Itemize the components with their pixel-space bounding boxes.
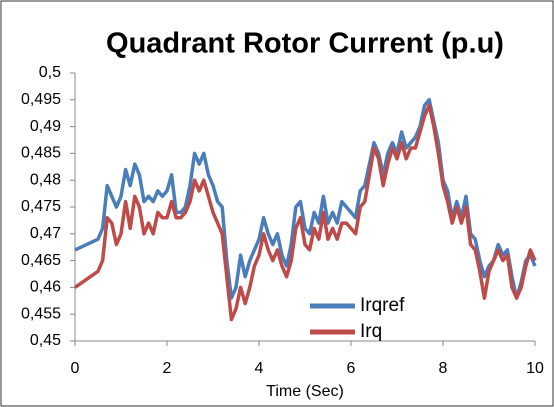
x-tick-label: 6 <box>347 360 356 377</box>
y-tick-label: 0,45 <box>30 332 61 349</box>
x-tick-label: 8 <box>439 360 448 377</box>
y-tick-label: 0,485 <box>21 145 61 162</box>
chart-title: Quadrant Rotor Current (p.u) <box>106 28 504 60</box>
legend-label: Irqref <box>360 295 405 316</box>
y-tick-label: 0,455 <box>21 305 61 322</box>
y-tick-label: 0,465 <box>21 252 61 269</box>
series-line <box>73 103 537 322</box>
y-tick-label: 0,475 <box>21 198 61 215</box>
x-tick-label: 4 <box>255 360 264 377</box>
y-tick-label: 0,495 <box>21 91 61 108</box>
y-tick-label: 0,47 <box>30 225 61 242</box>
y-tick-label: 0,5 <box>39 64 61 81</box>
y-tick-label: 0,49 <box>30 118 61 135</box>
y-tick-label: 0,48 <box>30 171 61 188</box>
x-tick-label: 0 <box>71 360 80 377</box>
y-tick-label: 0,46 <box>30 279 61 296</box>
x-axis-label: Time (Sec) <box>266 383 344 400</box>
x-tick-label: 10 <box>526 360 544 377</box>
legend-label: Irq <box>360 321 382 342</box>
x-tick-label: 2 <box>163 360 172 377</box>
